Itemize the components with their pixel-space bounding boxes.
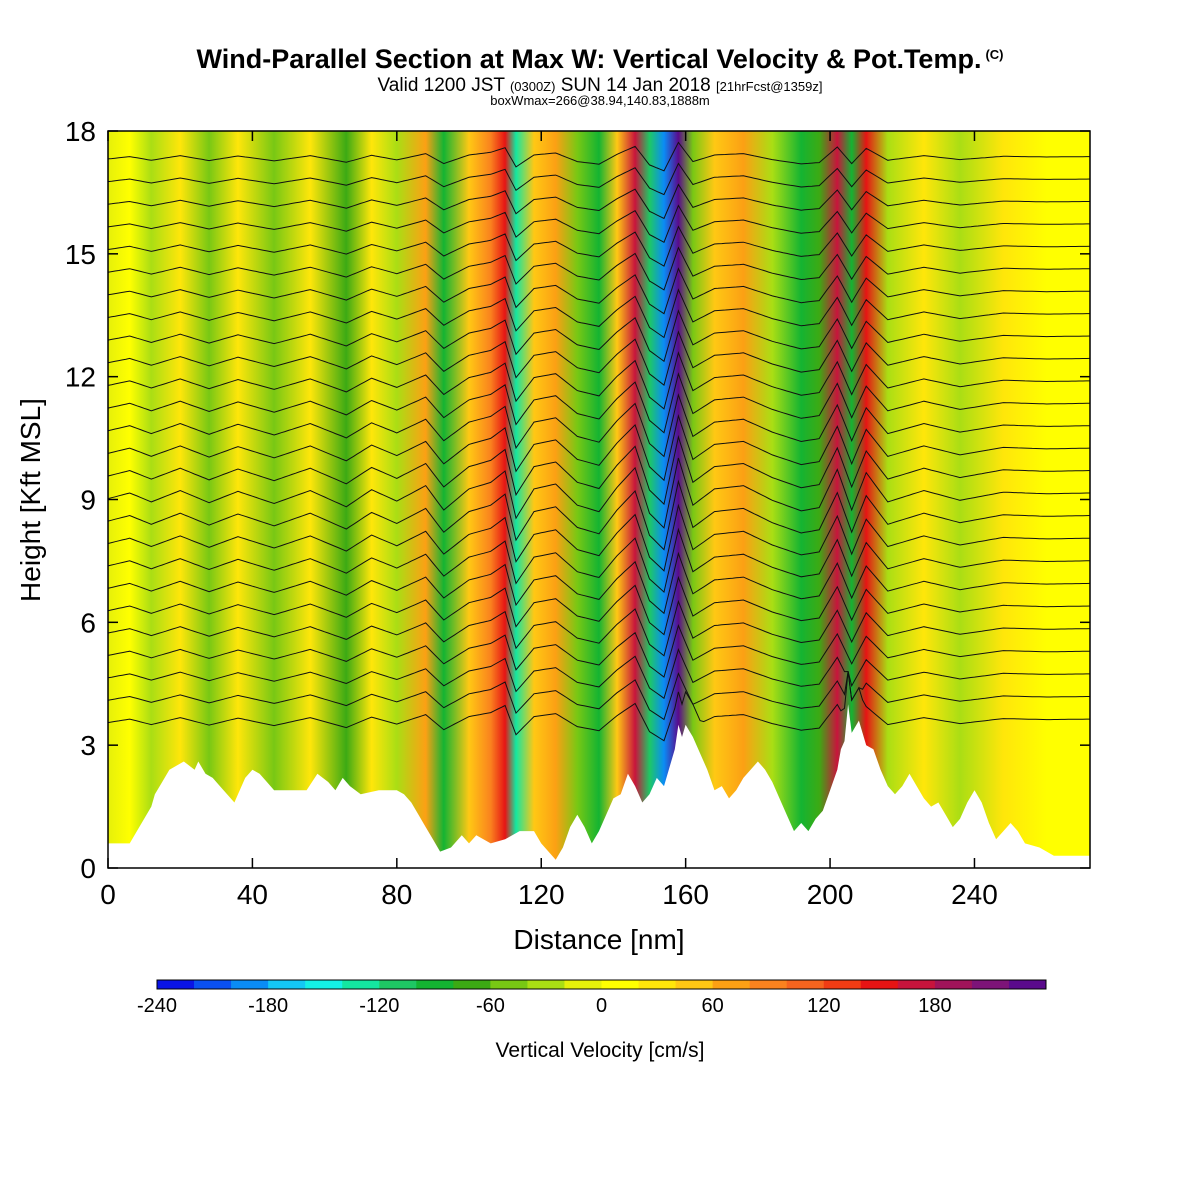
- colorbar-tick-label: 120: [807, 995, 840, 1017]
- theta-isoline: [108, 204, 1090, 244]
- colorbar-swatch: [1008, 980, 1047, 989]
- colorbar-swatch: [638, 980, 676, 989]
- theta-isoline: [108, 141, 1090, 172]
- colorbar-tick-label: 60: [701, 995, 723, 1017]
- theta-isoline: [108, 435, 1090, 506]
- colorbar-swatch: [601, 980, 639, 989]
- x-tick-label: 200: [807, 879, 854, 910]
- y-tick-label: 12: [65, 362, 96, 393]
- theta-isoline: [108, 288, 1090, 339]
- x-tick-label: 240: [951, 879, 998, 910]
- theta-isoline: [108, 309, 1090, 363]
- colorbar-swatch: [749, 980, 788, 989]
- colorbar-swatch: [934, 980, 973, 989]
- chart-box-info: boxWmax=266@38.94,140.83,1888m: [490, 93, 710, 108]
- theta-isoline: [108, 457, 1090, 529]
- colorbar-frame: [156, 979, 1047, 990]
- theta-isoline: [108, 551, 1090, 615]
- colorbar-swatch: [268, 980, 306, 989]
- theta-isoline: [108, 225, 1090, 267]
- colorbar-tick-label: -180: [248, 995, 288, 1017]
- x-tick-label: 160: [662, 879, 709, 910]
- colorbar-swatch: [157, 980, 195, 989]
- theta-isoline: [108, 393, 1090, 458]
- chart-subtitle: Valid 1200 JST (0300Z) SUN 14 Jan 2018 […: [0, 75, 1200, 97]
- colorbar-swatch: [305, 980, 343, 989]
- y-axis-label: Height [Kft MSL]: [15, 398, 46, 602]
- theta-isoline: [108, 162, 1090, 196]
- colorbar-tick-label: 0: [596, 995, 607, 1017]
- chart-title: Wind-Parallel Section at Max W: Vertical…: [0, 44, 1200, 75]
- colorbar-swatch: [416, 980, 454, 989]
- colorbar-swatch: [342, 980, 380, 989]
- colorbar-swatch: [897, 980, 936, 989]
- colorbar-swatch: [971, 980, 1010, 989]
- subtitle-forecast: [21hrFcst@1359z]: [716, 79, 823, 94]
- y-tick-label: 0: [80, 853, 96, 884]
- theta-isoline: [108, 671, 1090, 742]
- colorbar-ticks: -240 -180 -120 -60 0 60 120 180: [137, 995, 952, 1017]
- theta-isoline: [108, 479, 1090, 551]
- y-tick-label: 6: [80, 607, 96, 638]
- theta-isoline: [108, 671, 1090, 721]
- theta-isoline: [108, 183, 1090, 220]
- colorbar-swatch: [490, 980, 528, 989]
- theta-isoline: [108, 351, 1090, 410]
- theta-isoline: [108, 267, 1090, 315]
- colorbar-tick-label: -120: [359, 995, 399, 1017]
- x-tick-label: 120: [518, 879, 565, 910]
- subtitle-date: SUN 14 Jan 2018: [555, 75, 717, 96]
- colorbar-swatch: [231, 980, 269, 989]
- theta-isoline: [108, 372, 1090, 434]
- colorbar-swatch: [712, 980, 751, 989]
- theta-isoline: [108, 527, 1090, 594]
- x-tick-label: 40: [237, 879, 268, 910]
- theta-isoline: [108, 599, 1090, 657]
- theta-isoline: [108, 414, 1090, 482]
- colorbar-swatch: [823, 980, 862, 989]
- colorbar-swatch: [860, 980, 899, 989]
- theta-isoline: [108, 575, 1090, 636]
- y-axis: 0 3 6 9 12 15 18: [65, 116, 1090, 884]
- colorbar-label: Vertical Velocity [cm/s]: [496, 1039, 705, 1062]
- subtitle-valid: Valid 1200 JST: [377, 75, 510, 96]
- colorbar-swatch: [194, 980, 232, 989]
- colorbar-swatch: [379, 980, 417, 989]
- x-tick-label: 0: [100, 879, 116, 910]
- plot-area: [108, 131, 1090, 868]
- y-tick-label: 15: [65, 239, 96, 270]
- velocity-field: [108, 131, 1090, 868]
- x-axis-label: Distance [nm]: [513, 924, 684, 955]
- colorbar-tick-label: -240: [137, 995, 177, 1017]
- theta-isoline: [108, 503, 1090, 572]
- colorbar: [156, 979, 1047, 990]
- theta-contours: [108, 141, 1090, 742]
- terrain-mask: [108, 704, 1090, 868]
- colorbar-swatch: [564, 980, 602, 989]
- y-tick-label: 18: [65, 116, 96, 147]
- theta-isoline: [108, 330, 1090, 386]
- colorbar-tick-label: -60: [476, 995, 505, 1017]
- colorbar-swatch: [453, 980, 491, 989]
- theta-isoline: [108, 246, 1090, 291]
- theta-isoline: [108, 648, 1090, 700]
- colorbar-tick-label: 180: [918, 995, 951, 1017]
- colorbar-swatch: [675, 980, 714, 989]
- chart-title-main: Wind-Parallel Section at Max W: Vertical…: [196, 44, 982, 74]
- y-tick-label: 3: [80, 730, 96, 761]
- x-tick-label: 80: [381, 879, 412, 910]
- x-axis: 0 40 80 120 160 200 240: [100, 131, 998, 910]
- theta-isoline: [108, 623, 1090, 678]
- subtitle-zulu: (0300Z): [509, 79, 556, 94]
- chart-title-tag: (C): [985, 47, 1004, 62]
- colorbar-swatch: [527, 980, 565, 989]
- y-tick-label: 9: [80, 485, 96, 516]
- colorbar-swatch: [786, 980, 825, 989]
